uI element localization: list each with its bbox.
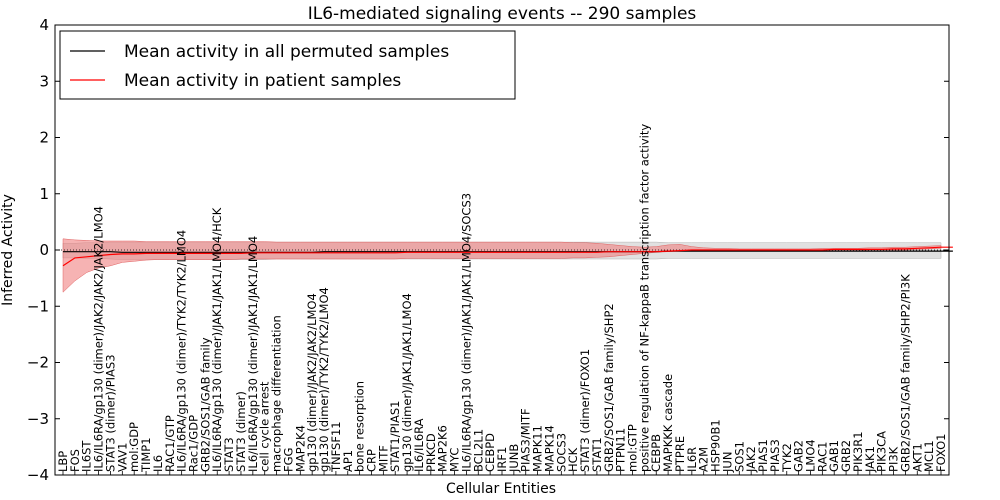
y-tick-label: 4	[39, 16, 49, 34]
x-tick-label: gp130 (dimer)/TYK2/TYK2/LMO4	[317, 287, 331, 472]
x-tick-label: GRB2/SOS1/GAB family	[198, 337, 212, 472]
x-tick-label: MAPK14	[543, 425, 557, 472]
chart-title: IL6-mediated signaling events -- 290 sam…	[308, 4, 697, 24]
confidence-bands	[55, 238, 949, 293]
x-tick-label: MCL1	[922, 440, 936, 472]
x-tick-label: macrophage differentiation	[270, 315, 284, 472]
x-tick-label: VAV1	[115, 443, 129, 472]
x-tick-label: MITF	[376, 445, 390, 472]
x-tick-label: mol:GDP	[127, 422, 141, 472]
y-tick-label: −1	[27, 297, 49, 315]
x-tick-label: HCK	[566, 447, 580, 472]
axis-ticks: 4 3 2 1 0 −1 −2 −3 −4	[27, 16, 949, 484]
x-tick-label: GAB1	[827, 440, 841, 472]
legend-label-permuted: Mean activity in all permuted samples	[124, 42, 449, 62]
x-tick-label: LBP	[56, 451, 70, 472]
x-tick-label: MAP2K6	[436, 425, 450, 472]
x-tick-label: PI3K	[887, 446, 901, 472]
x-tick-label: FOXO1	[934, 434, 948, 472]
x-tick-label: bone resorption	[353, 381, 367, 472]
x-tick-label: STAT1/PIAS1	[388, 401, 402, 472]
x-tick-label: HSP90B1	[709, 419, 723, 472]
x-tick-label: IL6/IL6RA/gp130 (dimer)/JAK1/JAK1/LMO4/S…	[459, 193, 473, 472]
x-tick-label: AP1	[341, 450, 355, 472]
x-tick-label: PIK3CA	[875, 431, 889, 472]
legend-box	[59, 30, 516, 100]
x-tick-label: MAPKKK cascade	[661, 374, 675, 472]
x-tick-label: LMO4	[804, 439, 818, 472]
x-tick-label: PTPRE	[673, 436, 687, 472]
x-tick-label: IL6/IL6RA/gp130 (dimer)/JAK2/JAK2/JAK2/L…	[92, 206, 106, 472]
x-tick-label: MAPK11	[531, 425, 545, 472]
x-tick-label: GRB2/SOS1/GAB family/SHP2	[602, 303, 616, 472]
x-tick-label: AKT1	[910, 443, 924, 472]
x-tick-label: IL6ST	[80, 440, 94, 472]
x-tick-label: IL6/IL6RA/gp130 (dimer)/JAK1/JAK1/LMO4	[246, 236, 260, 472]
x-tick-label: RAC1	[815, 442, 829, 473]
x-tick-label: gp130 (dimer)/JAK1/JAK1/LMO4	[400, 293, 414, 472]
x-tick-label: Rac1/GDP	[187, 415, 201, 472]
x-tick-label: RAC1/GTP	[163, 415, 177, 472]
x-tick-label: STAT1	[590, 437, 604, 472]
x-tick-label: PTPN11	[614, 428, 628, 472]
x-tick-label: SOS1	[732, 441, 746, 472]
x-tick-label: IL6/IL6RA	[412, 418, 426, 472]
x-tick-label: positive regulation of NF-kappaB transcr…	[637, 124, 651, 472]
x-tick-label: GRB2/SOS1/GAB family/SHP2/PI3K	[898, 274, 912, 472]
y-tick-label: 3	[39, 72, 49, 90]
x-tick-label: mol:GTP	[626, 424, 640, 472]
x-tick-label: STAT3 (dimer)	[234, 391, 248, 472]
x-tick-label: PIAS3/MITF	[519, 408, 533, 472]
x-tick-label: CRP	[365, 449, 379, 472]
x-tick-label: JAK1	[863, 446, 877, 473]
x-tick-label: PIAS3	[768, 439, 782, 472]
x-tick-label: JAK2	[744, 446, 758, 473]
x-tick-label: CEBPD	[483, 433, 497, 472]
x-tick-label: TNFSF11	[329, 421, 343, 473]
x-tick-label: CEBPB	[649, 434, 663, 472]
x-tick-label: STAT3 (dimer)/PIAS3	[104, 354, 118, 472]
x-tick-label: GRB2	[839, 440, 853, 472]
plot-frame	[54, 24, 950, 476]
x-tick-label: PRKCD	[424, 433, 438, 472]
x-tick-label: MAP2K4	[293, 425, 307, 472]
y-tick-label: −4	[27, 466, 49, 484]
legend: Mean activity in all permuted samples Me…	[59, 30, 516, 100]
x-tick-label: gp130 (dimer)/JAK2/JAK2/LMO4	[305, 293, 319, 472]
x-tick-label: STAT3	[222, 437, 236, 472]
x-tick-label: SOCS3	[554, 433, 568, 472]
x-tick-label: PIK3R1	[851, 431, 865, 472]
series-line-patient	[62, 246, 953, 267]
x-tick-label: STAT3 (dimer)/FOXO1	[578, 349, 592, 472]
y-tick-label: 1	[39, 185, 49, 203]
y-axis-label: Inferred Activity	[0, 194, 16, 306]
x-tick-label: TYK2	[780, 443, 794, 473]
x-tick-label: IRF1	[495, 447, 509, 472]
x-tick-label: BCL2L1	[471, 429, 485, 472]
y-tick-label: 0	[39, 241, 49, 259]
x-tick-label: MYC	[448, 448, 462, 472]
x-tick-label: GAB2	[792, 440, 806, 472]
legend-label-patient: Mean activity in patient samples	[124, 71, 401, 91]
y-tick-label: 2	[39, 129, 49, 147]
x-axis-label: Cellular Entities	[446, 481, 556, 497]
x-tick-label: IL6	[151, 455, 165, 472]
x-tick-label: IL6/IL6RA/gp130 (dimer)/TYK2/TYK2/LMO4	[175, 230, 189, 472]
series-lines	[62, 246, 953, 267]
x-tick-label: TIMP1	[139, 437, 153, 473]
x-tick-label: JUNB	[507, 444, 521, 473]
x-tick-label: IL6R	[685, 447, 699, 472]
x-tick-label: FOS	[68, 449, 82, 472]
x-tick-label: JUN	[720, 452, 734, 473]
x-tick-label: A2M	[697, 447, 711, 472]
x-tick-label: IL6/IL6RA/gp130 (dimer)/JAK1/JAK1/LMO4/H…	[210, 207, 224, 472]
y-tick-label: −3	[27, 410, 49, 428]
x-tick-label: PIAS1	[756, 439, 770, 472]
x-tick-label: FGG	[281, 448, 295, 472]
y-tick-label: −2	[27, 354, 49, 372]
x-tick-label: cell cycle arrest	[258, 381, 272, 472]
